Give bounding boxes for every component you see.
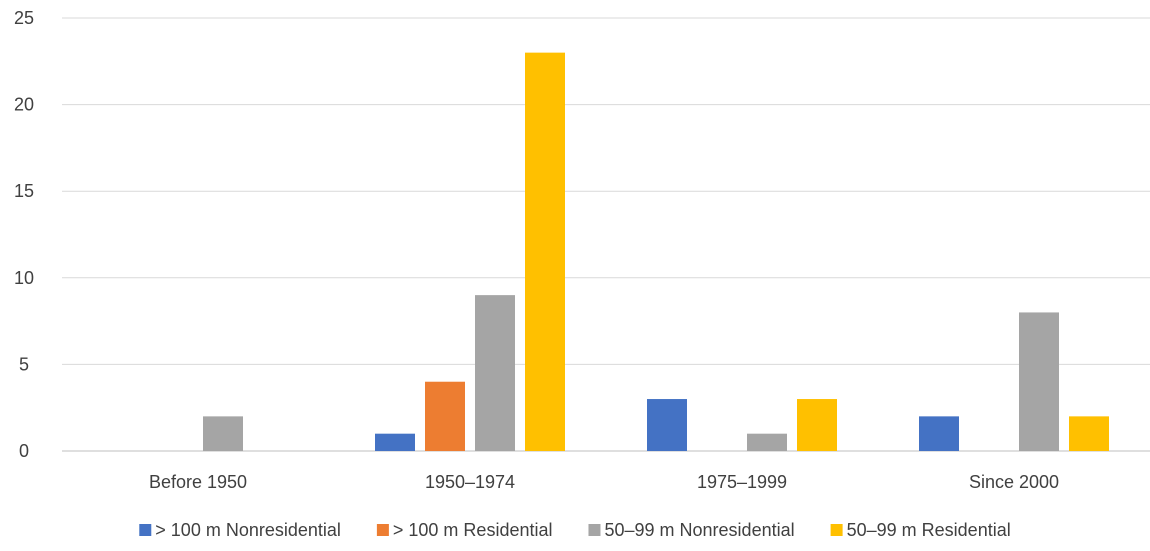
y-axis-tick-labels: 0 5 10 15 20 25 xyxy=(14,8,34,461)
bar xyxy=(1019,312,1059,451)
legend-item: > 100 m Residential xyxy=(376,520,553,540)
legend-swatch xyxy=(376,524,389,536)
legend-swatch xyxy=(139,524,152,536)
y-tick-label: 0 xyxy=(19,441,29,461)
bar xyxy=(747,433,787,451)
y-tick-label: 5 xyxy=(19,354,29,374)
bar xyxy=(375,433,415,451)
y-tick-label: 25 xyxy=(14,8,34,28)
legend-item: 50–99 m Nonresidential xyxy=(588,520,795,540)
legend-label: 50–99 m Residential xyxy=(847,520,1011,540)
gridlines xyxy=(62,17,1150,452)
bar xyxy=(919,416,959,451)
legend-label: > 100 m Nonresidential xyxy=(155,520,341,540)
legend-label: > 100 m Residential xyxy=(393,520,553,540)
legend-item: 50–99 m Residential xyxy=(830,520,1011,540)
legend: > 100 m Nonresidential > 100 m Residentia… xyxy=(139,520,1011,540)
y-tick-label: 15 xyxy=(14,181,34,201)
legend-label: 50–99 m Nonresidential xyxy=(604,520,794,540)
x-tick-label: Before 1950 xyxy=(149,472,247,492)
bar xyxy=(203,416,243,451)
bar xyxy=(797,399,837,451)
legend-swatch xyxy=(588,524,601,536)
bar xyxy=(475,295,515,451)
bar xyxy=(525,52,565,451)
legend-item: > 100 m Nonresidential xyxy=(139,520,341,540)
bar xyxy=(1069,416,1109,451)
x-axis-tick-labels: Before 1950 1950–1974 1975–1999 Since 2000 xyxy=(149,472,1059,492)
y-tick-label: 20 xyxy=(14,95,34,115)
bars xyxy=(203,52,1109,451)
x-tick-label: 1975–1999 xyxy=(697,472,787,492)
bar xyxy=(647,399,687,451)
x-tick-label: 1950–1974 xyxy=(425,472,515,492)
y-tick-label: 10 xyxy=(14,268,34,288)
legend-swatch xyxy=(830,524,843,536)
bar xyxy=(425,381,465,451)
x-tick-label: Since 2000 xyxy=(969,472,1059,492)
